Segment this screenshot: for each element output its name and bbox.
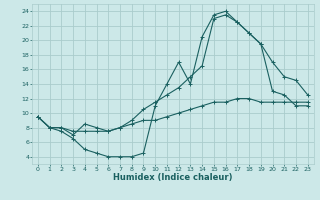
X-axis label: Humidex (Indice chaleur): Humidex (Indice chaleur)	[113, 173, 233, 182]
